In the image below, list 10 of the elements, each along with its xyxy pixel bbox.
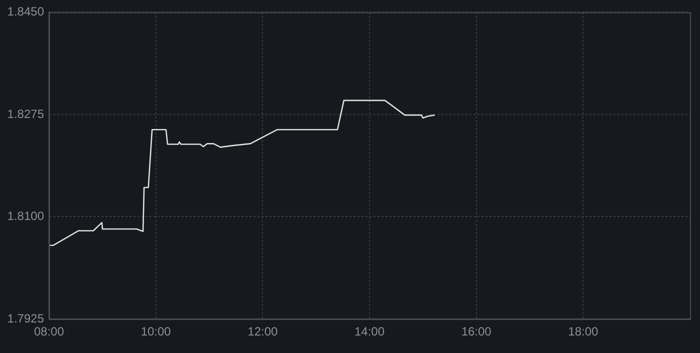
- x-tick-label: 10:00: [140, 324, 172, 339]
- x-tick-label: 08:00: [34, 324, 64, 339]
- y-tick-label: 1.8100: [7, 209, 44, 224]
- y-tick-label: 1.7925: [7, 311, 44, 326]
- x-tick-label: 14:00: [354, 324, 385, 339]
- x-tick-label: 18:00: [568, 324, 599, 339]
- y-tick-label: 1.8275: [7, 106, 44, 121]
- x-tick-label: 16:00: [461, 324, 492, 339]
- x-tick-label: 12:00: [248, 324, 278, 339]
- y-tick-label: 1.8450: [7, 4, 44, 19]
